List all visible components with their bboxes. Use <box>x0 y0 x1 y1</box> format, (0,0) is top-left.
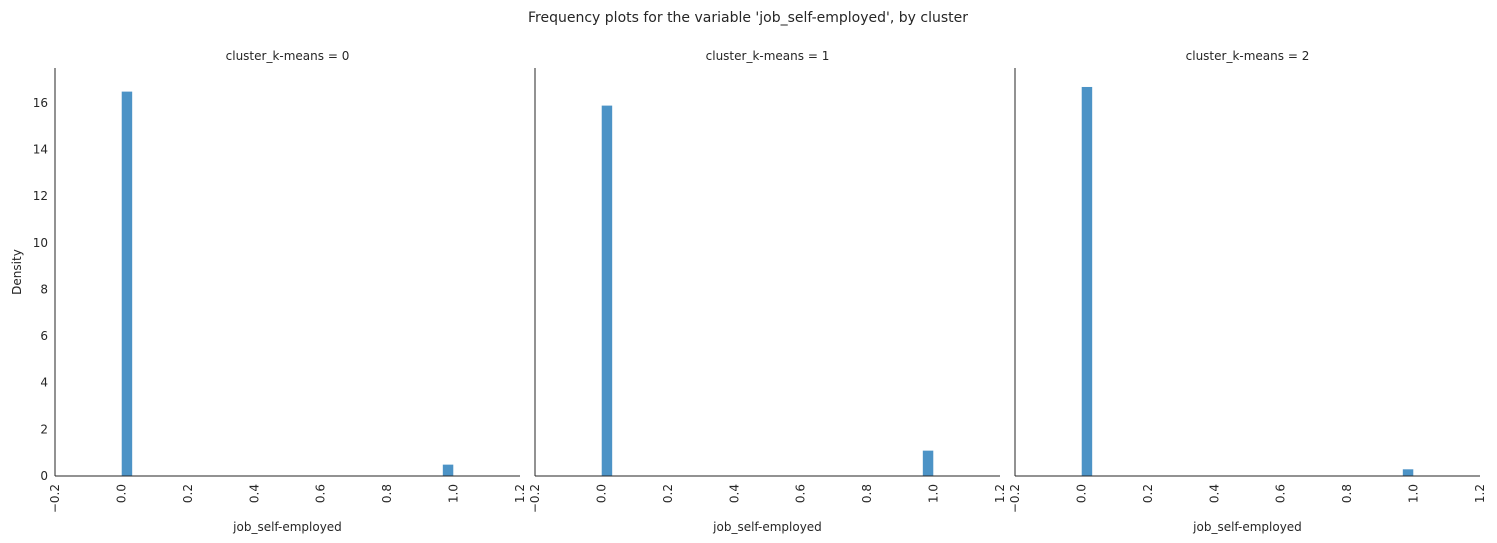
panel-title: cluster_k-means = 2 <box>1186 49 1310 63</box>
x-tick-label: 0.0 <box>114 484 128 503</box>
x-tick-label: 0.4 <box>727 484 741 503</box>
x-tick-label: −0.2 <box>48 484 62 513</box>
histogram-bar <box>121 91 133 477</box>
y-axis-label: Density <box>10 249 24 295</box>
x-tick-label: −0.2 <box>1008 484 1022 513</box>
x-tick-label: 1.2 <box>993 484 1007 503</box>
y-tick-label: 12 <box>33 189 48 203</box>
panel-1: cluster_k-means = 1 −0.2 0.0 0.2 0.4 0.6 0.8 1.… <box>528 49 1007 534</box>
histogram-bar <box>1402 468 1414 477</box>
x-tick-label: 0.8 <box>860 484 874 503</box>
x-tick-label: 0.0 <box>594 484 608 503</box>
y-tick-label: 10 <box>33 236 48 250</box>
x-tick-label: 0.8 <box>380 484 394 503</box>
y-tick-label: 0 <box>40 469 48 483</box>
panel-title: cluster_k-means = 0 <box>226 49 350 63</box>
x-tick-label: 0.2 <box>661 484 675 503</box>
x-axis-label: job_self-employed <box>1192 520 1302 534</box>
x-tick-label: 0.2 <box>181 484 195 503</box>
y-tick-label: 6 <box>40 329 48 343</box>
y-tick-label: 16 <box>33 96 48 110</box>
x-tick-label: 0.0 <box>1074 484 1088 503</box>
x-tick-label: −0.2 <box>528 484 542 513</box>
x-tick-label: 1.0 <box>447 484 461 503</box>
y-tick-label: 2 <box>40 422 48 436</box>
x-tick-label: 1.2 <box>513 484 527 503</box>
x-axis-label: job_self-employed <box>712 520 822 534</box>
histogram-bar <box>601 105 613 477</box>
histogram-bar <box>442 464 454 477</box>
figure-title: Frequency plots for the variable 'job_se… <box>528 10 968 26</box>
y-tick-label: 4 <box>40 376 48 390</box>
x-tick-label: 0.6 <box>314 484 328 503</box>
panel-title: cluster_k-means = 1 <box>706 49 830 63</box>
x-tick-label: 1.0 <box>1407 484 1421 503</box>
x-tick-label: 1.2 <box>1473 484 1487 503</box>
panel-0: cluster_k-means = 0 −0.2 0.0 0.2 0.4 0.6 0.8 1.… <box>33 49 527 534</box>
x-tick-label: 0.2 <box>1141 484 1155 503</box>
panel-2: cluster_k-means = 2 −0.2 0.0 0.2 0.4 0.6 0.8 1.… <box>1008 49 1487 534</box>
histogram-bar <box>922 450 934 477</box>
y-tick-label: 14 <box>33 143 48 157</box>
x-axis-label: job_self-employed <box>232 520 342 534</box>
x-tick-label: 0.8 <box>1340 484 1354 503</box>
x-tick-label: 0.6 <box>794 484 808 503</box>
histogram-bar <box>1081 86 1093 477</box>
x-tick-label: 1.0 <box>927 484 941 503</box>
x-tick-label: 0.6 <box>1274 484 1288 503</box>
x-tick-label: 0.4 <box>247 484 261 503</box>
y-tick-label: 8 <box>40 282 48 296</box>
x-tick-label: 0.4 <box>1207 484 1221 503</box>
